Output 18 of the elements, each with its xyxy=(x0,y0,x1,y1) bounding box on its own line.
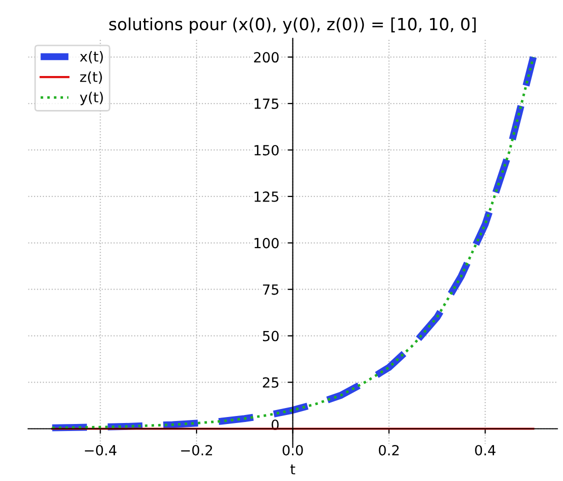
y-tick-label: 150 xyxy=(254,144,279,156)
chart-title: solutions pour (x(0), y(0), z(0)) = [10, 10, 0] xyxy=(109,17,476,34)
y-tick-label: 125 xyxy=(254,191,278,202)
y-tick-label: 50 xyxy=(262,330,279,342)
x-axis-title: t xyxy=(290,464,296,474)
x-tick-label: −0.4 xyxy=(84,444,116,456)
x-tick-label: −0.2 xyxy=(181,444,212,456)
x-tick-label: 0.0 xyxy=(282,444,303,456)
x-tick-label: 0.4 xyxy=(475,444,496,456)
y-tick-label: 75 xyxy=(263,284,278,295)
y-tick-label: 100 xyxy=(254,238,279,248)
legend-label: z(t) xyxy=(80,71,102,84)
legend-label: y(t) xyxy=(80,92,103,106)
legend-label: x(t) xyxy=(80,50,103,64)
y-tick-label: 175 xyxy=(254,98,278,109)
y-tick-label: 25 xyxy=(262,377,278,388)
x-tick-label: 0.2 xyxy=(378,444,399,456)
y-tick-label: 200 xyxy=(254,52,279,63)
